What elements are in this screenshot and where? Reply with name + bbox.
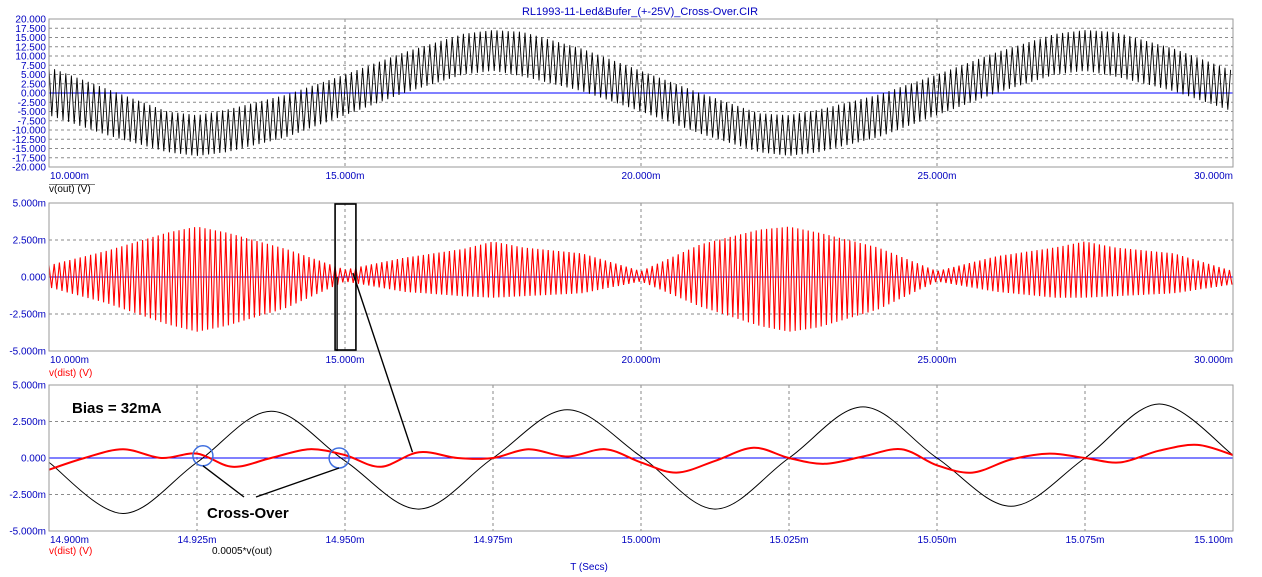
plot-vout-ytick-label: -5.000 [18,107,47,118]
plot-zoom-ytick-label: 5.000m [13,381,46,392]
plot-vdist-ylabel: v(dist) (V) [49,368,92,379]
plot-vout-ytick-label: 2.500 [21,79,46,90]
time-axis-label: T (Secs) [570,562,608,573]
plot-vout-ytick-label: -10.000 [12,126,46,137]
plot-zoom-series-1 [48,443,1234,474]
plot-zoom-vout-label: 0.0005*v(out) [212,546,272,557]
plot-zoom-xtick-label: 15.025m [770,535,809,546]
plot-zoom-xtick-label: 14.975m [474,535,513,546]
plot-vdist-ytick-label: -2.500m [9,310,46,321]
plot-vout-ytick-label: -7.500 [18,116,47,127]
plot-vdist-ytick-label: 2.500m [13,236,46,247]
plot-vout-ytick-label: -15.000 [12,144,46,155]
plot-vout-xtick-label: 30.000m [1194,171,1233,182]
plot-vout-ytick-label: 7.500 [21,61,46,72]
plot-vdist-ytick-label: -5.000m [9,347,46,358]
plot-vout-ytick-label: -12.500 [12,135,46,146]
plot-zoom-ytick-label: -2.500m [9,490,46,501]
plot-zoom-series-0 [48,403,1234,515]
plot-zoom-xtick-label: 15.075m [1066,535,1105,546]
plot-vout-ytick-label: 17.500 [15,24,46,35]
plot-zoom-xtick-label: 14.900m [50,535,89,546]
plot-vout-ytick-label: -17.500 [12,153,46,164]
plot-zoom-xtick-label: 15.100m [1194,535,1233,546]
crossover-pointer-line [255,467,340,498]
plot-zoom-ylabel: v(dist) (V) [49,546,92,557]
plot-vout-xtick-label: 25.000m [918,171,957,182]
plot-vdist-ytick-label: 0.000 [21,273,46,284]
zoom-region-box [334,203,357,351]
plot-vout-series-0 [48,30,1232,156]
plot-vdist: 5.000m 2.500m 0.000 -2.500m -5.000m 10.000m 15… [9,199,1234,366]
plot-zoom-ytick-label: 0.000 [21,454,46,465]
plot-zoom-xtick-label: 15.000m [622,535,661,546]
plot-vout-xtick-label: 10.000m [50,171,89,182]
plot-vdist-frame [48,202,1234,352]
zoom-callout-line [352,272,414,453]
plot-vout-ytick-label: -2.500 [18,98,47,109]
zoom-overlay: Bias = 32mA Cross-Over [72,203,414,522]
plot-vout-xtick-label: 20.000m [622,171,661,182]
plot-vdist-series-0 [48,226,1233,332]
window-title: RL1993-11-Led&Bufer_(+-25V)_Cross-Over.C… [522,6,758,18]
plot-zoom: 5.000m 2.500m 0.000 -2.500m -5.000m 14.900m 14… [9,381,1234,546]
plot-vout-ylabel: v(out) (V) [49,184,91,195]
plot-vout-ytick-label: 20.000 [15,15,46,26]
plot-vout-ytick-label: 12.500 [15,42,46,53]
plot-vdist-xtick-label: 20.000m [622,355,661,366]
plot-vout-ytick-label: 5.000 [21,70,46,81]
plot-zoom-ytick-label: -5.000m [9,527,46,538]
plot-vdist-xtick-label: 10.000m [50,355,89,366]
plot-vout-frame [48,18,1234,168]
plot-vout-ytick-label: 10.000 [15,52,46,63]
plot-vout-ytick-label: -20.000 [12,163,46,174]
plot-vout-xtick-label: 15.000m [326,171,365,182]
plot-zoom-frame [48,384,1234,532]
plot-vout-ytick-label: 0.000 [21,89,46,100]
crossover-annotation: Cross-Over [207,505,289,522]
plot-vout: 20.00017.50015.00012.50010.0007.5005.000… [12,15,1234,182]
crossover-pointer-line [202,465,245,498]
plot-zoom-xtick-label: 14.925m [178,535,217,546]
plot-vout-ytick-label: 15.000 [15,33,46,44]
plot-vdist-xtick-label: 25.000m [918,355,957,366]
plot-vdist-xtick-label: 30.000m [1194,355,1233,366]
plot-vdist-xtick-label: 15.000m [326,355,365,366]
bias-annotation: Bias = 32mA [72,400,162,417]
plot-zoom-ytick-label: 2.500m [13,417,46,428]
plot-vdist-ytick-label: 5.000m [13,199,46,210]
plot-zoom-xtick-label: 15.050m [918,535,957,546]
plot-zoom-xtick-label: 14.950m [326,535,365,546]
